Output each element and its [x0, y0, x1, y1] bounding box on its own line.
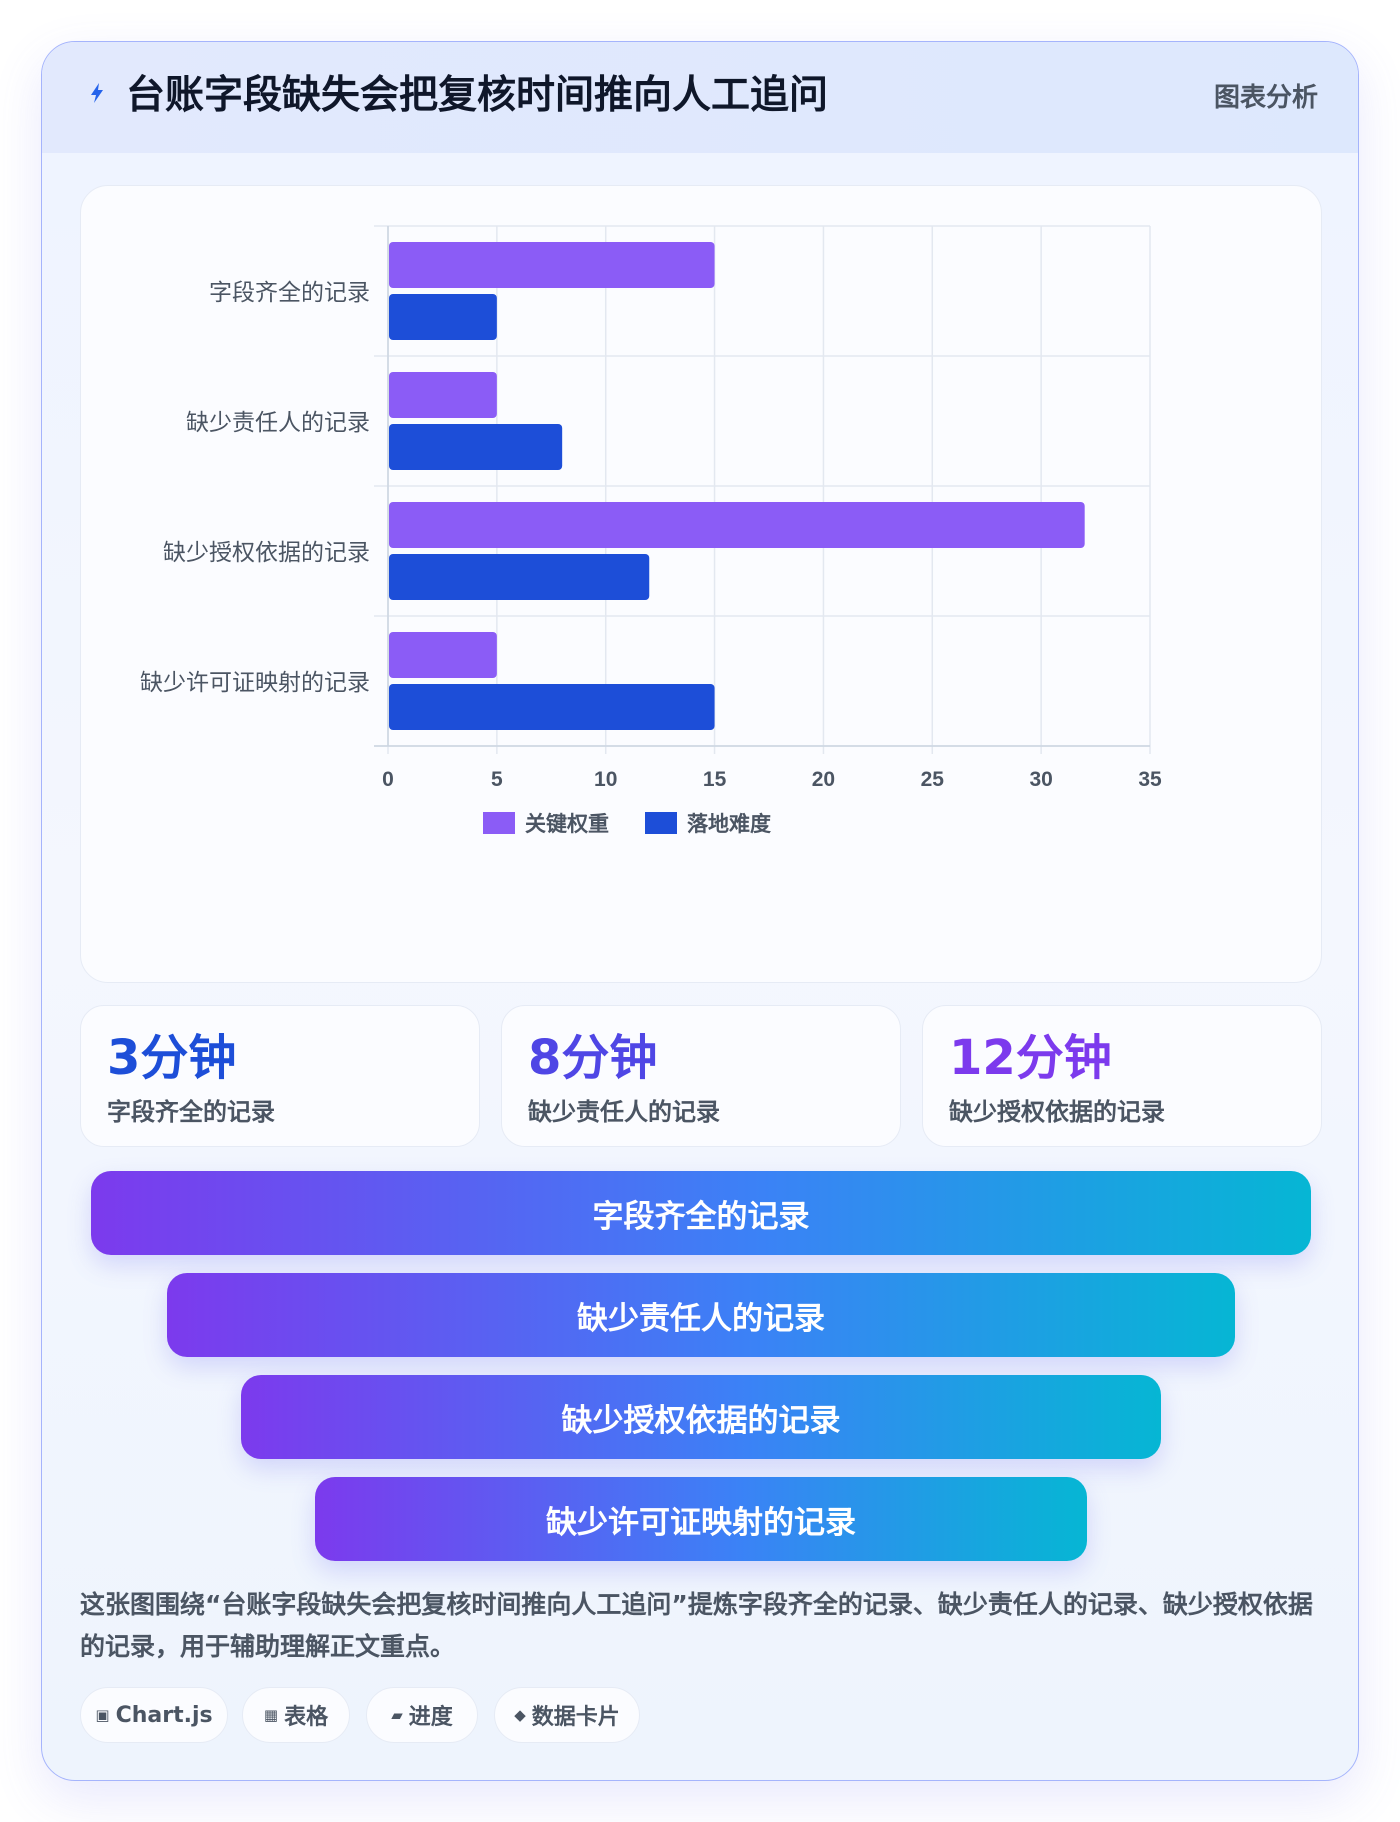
- x-tick-label: 10: [594, 768, 617, 791]
- chip-table[interactable]: ▦ 表格: [242, 1687, 350, 1743]
- legend-label: 关键权重: [525, 812, 609, 836]
- chip-icon: ▰: [391, 1706, 403, 1724]
- bar-1: [389, 242, 715, 288]
- stat-label: 字段齐全的记录: [107, 1098, 275, 1126]
- page-title: 台账字段缺失会把复核时间推向人工追问: [126, 73, 829, 118]
- chip-icon: ◆: [514, 1706, 526, 1724]
- x-tick-label: 35: [1138, 768, 1162, 791]
- lightning-icon: [91, 83, 103, 103]
- bar-2: [389, 294, 497, 340]
- category-label: 缺少责任人的记录: [186, 410, 370, 436]
- x-tick-label: 25: [921, 768, 945, 791]
- description-text: 这张图围绕“台账字段缺失会把复核时间推向人工追问”提炼字段齐全的记录、缺少责任人…: [80, 1590, 1313, 1661]
- chip-label: Chart.js: [115, 1702, 213, 1728]
- chart-panel: 0 5 10 15 20 25 30 35 字段齐全的记录缺少责任人的记录缺少授权依据的记录缺少…: [80, 185, 1322, 983]
- x-tick-label: 0: [382, 768, 394, 791]
- legend-swatch: [483, 812, 515, 834]
- category-label: 字段齐全的记录: [209, 280, 370, 306]
- x-tick-label: 30: [1029, 768, 1052, 791]
- stat-value: 8分钟: [528, 1030, 658, 1086]
- chip-icon: ▦: [263, 1706, 279, 1724]
- chip-label: 表格: [284, 1705, 329, 1730]
- chip-progress[interactable]: ▰ 进度: [366, 1687, 478, 1743]
- chip-data-card[interactable]: ◆ 数据卡片: [494, 1687, 640, 1743]
- x-tick-label: 15: [703, 768, 727, 791]
- funnel-stage-3: 缺少授权依据的记录: [241, 1375, 1161, 1459]
- bar-2: [389, 684, 715, 730]
- card-header: 台账字段缺失会把复核时间推向人工追问 图表分析: [42, 42, 1358, 153]
- report-card: 台账字段缺失会把复核时间推向人工追问 图表分析 0 5 10 15 20 25 30 35 字段…: [41, 41, 1359, 1781]
- stat-value: 3分钟: [107, 1030, 237, 1086]
- stat-card-2: 8分钟 缺少责任人的记录: [501, 1005, 901, 1147]
- funnel-stage-4: 缺少许可证映射的记录: [315, 1477, 1087, 1561]
- stat-card-1: 3分钟 字段齐全的记录: [80, 1005, 480, 1147]
- stat-value: 12分钟: [949, 1030, 1112, 1086]
- legend-label: 落地难度: [687, 812, 771, 836]
- stat-label: 缺少责任人的记录: [528, 1098, 720, 1126]
- chip-label: 进度: [408, 1705, 453, 1730]
- chip-icon: ▣: [95, 1706, 110, 1724]
- bar-2: [389, 554, 650, 600]
- category-label: 缺少授权依据的记录: [163, 540, 370, 566]
- bar-2: [389, 424, 563, 470]
- chip-chartjs[interactable]: ▣ Chart.js: [80, 1687, 228, 1743]
- bar-1: [389, 632, 497, 678]
- bar-chart: 0 5 10 15 20 25 30 35 字段齐全的记录缺少责任人的记录缺少授权依据的记录缺少…: [140, 225, 1162, 836]
- bar-1: [389, 372, 497, 418]
- funnel-stage-2: 缺少责任人的记录: [167, 1273, 1235, 1357]
- stat-label: 缺少授权依据的记录: [949, 1098, 1165, 1126]
- legend-swatch: [645, 812, 677, 834]
- stat-card-3: 12分钟 缺少授权依据的记录: [922, 1005, 1322, 1147]
- category-label: 缺少许可证映射的记录: [140, 670, 370, 696]
- chip-label: 数据卡片: [531, 1705, 620, 1730]
- header-badge: 图表分析: [1213, 83, 1318, 113]
- x-tick-label: 20: [812, 768, 835, 791]
- bar-1: [389, 502, 1085, 548]
- funnel-stage-1: 字段齐全的记录: [91, 1171, 1311, 1255]
- x-tick-label: 5: [491, 768, 503, 791]
